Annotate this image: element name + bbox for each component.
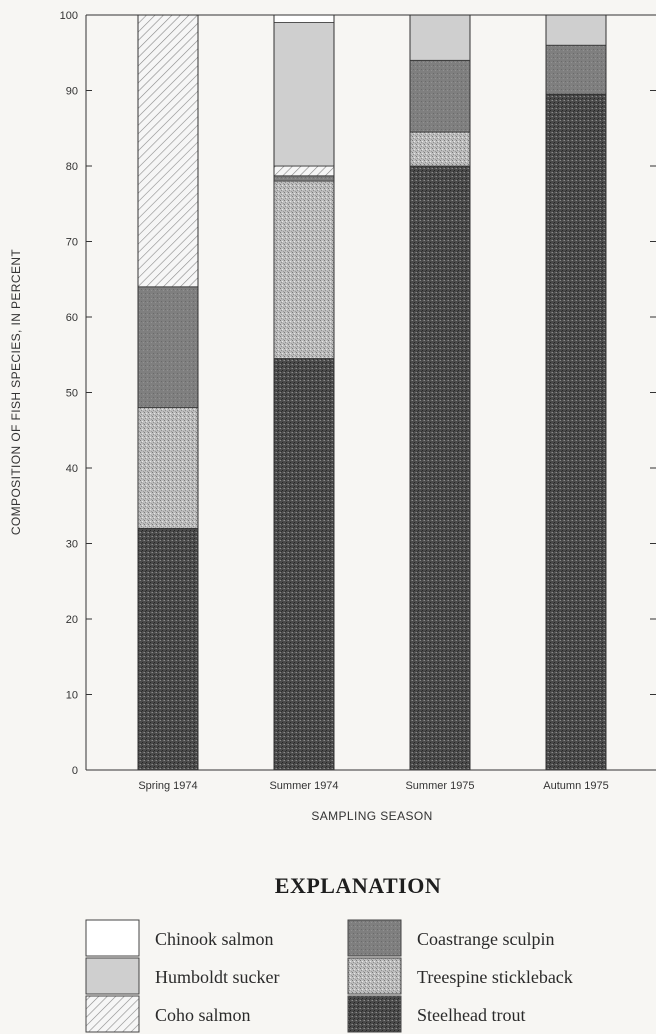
y-tick-label: 70 (66, 237, 78, 249)
bar-segment-steelhead-trout (409, 165, 471, 771)
x-tick-label: Spring 1974 (138, 780, 197, 792)
y-axis-title: COMPOSITION OF FISH SPECIES, IN PERCENT (9, 249, 23, 536)
bar-segment-treespine-stickleback (409, 131, 471, 167)
legend-label-coastrange-sculpin: Coastrange sculpin (417, 929, 554, 949)
bar-segment-coho-salmon (137, 14, 199, 288)
x-tick-label: Summer 1975 (405, 780, 474, 792)
bar-segment-steelhead-trout (273, 358, 335, 771)
bar-outline (137, 14, 199, 771)
bar-segment-coastrange-sculpin (409, 59, 471, 133)
y-tick-label: 100 (60, 10, 78, 22)
legend-swatch-steelhead-trout (347, 995, 402, 1033)
bar-segment-chinook-salmon (273, 14, 335, 23)
bar-segment-treespine-stickleback (137, 407, 199, 529)
bar-segment-steelhead-trout (545, 93, 607, 771)
bar-segment-humboldt-sucker (545, 14, 607, 46)
bar-segment-coastrange-sculpin (137, 286, 199, 408)
y-tick-label: 80 (66, 161, 78, 173)
explanation-title: EXPLANATION (275, 873, 441, 898)
y-tick-label: 0 (72, 765, 78, 777)
bar-segment-treespine-stickleback (273, 180, 335, 359)
bars (137, 14, 607, 771)
x-tick-label: Autumn 1975 (543, 780, 608, 792)
bar-segment-humboldt-sucker (273, 22, 335, 167)
x-axis-title: SAMPLING SEASON (311, 809, 432, 823)
y-tick-label: 60 (66, 312, 78, 324)
x-axis-tick-labels: Spring 1974 Summer 1974 Summer 1975 Autumn … (138, 780, 608, 792)
legend-swatch-coho-salmon (85, 995, 140, 1033)
legend-label-steelhead-trout: Steelhead trout (417, 1005, 525, 1025)
y-axis-ticks: 0 10 20 30 40 50 60 70 80 90 100 (60, 10, 656, 777)
bar-segment-steelhead-trout (137, 528, 199, 771)
bar-outline (409, 14, 471, 771)
legend-swatch-treespine-stickleback (347, 957, 402, 995)
legend-swatch-humboldt-sucker (85, 957, 140, 995)
bar-segment-coastrange-sculpin (545, 44, 607, 95)
bar-outline (545, 14, 607, 771)
x-tick-label: Summer 1974 (269, 780, 338, 792)
bar-segment-humboldt-sucker (409, 14, 471, 61)
y-tick-label: 20 (66, 614, 78, 626)
bar-segment-coho-salmon (273, 165, 335, 177)
y-tick-label: 10 (66, 690, 78, 702)
legend-swatch-chinook-salmon (85, 919, 140, 957)
legend-label-coho-salmon: Coho salmon (155, 1005, 251, 1025)
y-tick-label: 90 (66, 86, 78, 98)
y-tick-label: 40 (66, 463, 78, 475)
bar-outline (273, 14, 335, 771)
legend-label-chinook-salmon: Chinook salmon (155, 929, 274, 949)
legend: Chinook salmon Humboldt sucker Coho salmon… (85, 919, 573, 1033)
bar-segment-coastrange-sculpin (273, 175, 335, 182)
legend-label-treespine-stickleback: Treespine stickleback (417, 967, 573, 987)
y-tick-label: 30 (66, 539, 78, 551)
y-tick-label: 50 (66, 388, 78, 400)
legend-label-humboldt-sucker: Humboldt sucker (155, 967, 279, 987)
legend-swatch-coastrange-sculpin (347, 919, 402, 957)
